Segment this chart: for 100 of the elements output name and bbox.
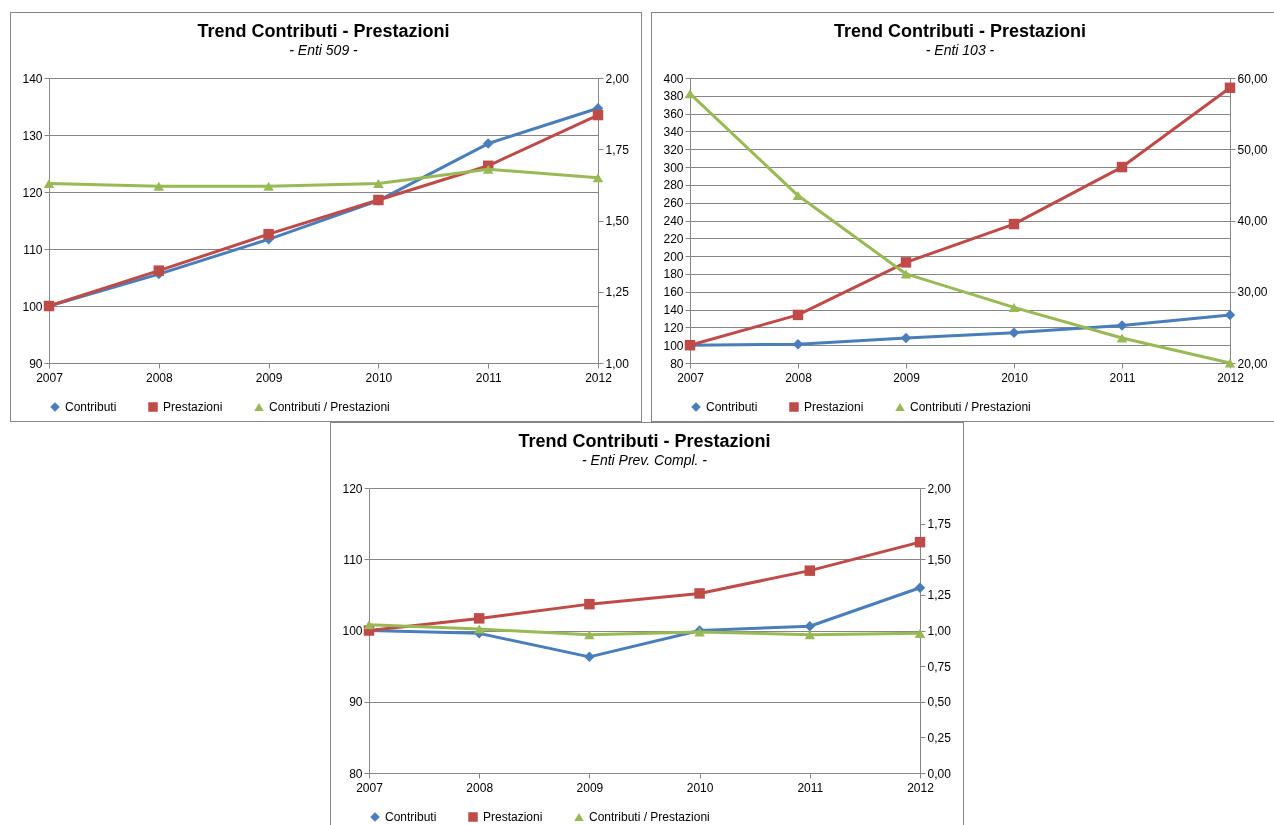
point bbox=[153, 265, 165, 276]
legend-label: Prestazioni bbox=[483, 810, 543, 824]
x-tick-label: 2011 bbox=[797, 780, 824, 795]
x-tick-label: 2010 bbox=[686, 780, 714, 795]
y2-tick-label: 1,50 bbox=[605, 214, 630, 228]
y2-tick-label: 1,75 bbox=[605, 142, 630, 157]
y-tick-label: 220 bbox=[663, 231, 684, 246]
y2-tick-label: 1,50 bbox=[927, 552, 952, 567]
chart-title: Trend Contributi - Prestazioni bbox=[197, 21, 450, 41]
y-tick-label: 300 bbox=[663, 160, 684, 175]
y-tick-label: 80 bbox=[349, 766, 363, 781]
y-tick-label: 260 bbox=[663, 196, 684, 211]
point bbox=[900, 269, 912, 279]
x-tick-label: 2008 bbox=[466, 780, 494, 795]
point bbox=[43, 178, 55, 188]
y-tick-label: 160 bbox=[663, 285, 684, 300]
y-tick-label: 100 bbox=[663, 338, 684, 353]
x-tick-label: 2012 bbox=[907, 780, 935, 795]
point bbox=[792, 309, 804, 321]
point bbox=[1116, 333, 1128, 343]
x-tick-label: 2011 bbox=[475, 370, 502, 385]
legend-label: Contributi / Prestazioni bbox=[589, 810, 710, 824]
point bbox=[1008, 302, 1020, 312]
chart-title: Trend Contributi - Prestazioni bbox=[833, 21, 1087, 41]
y-tick-label: 110 bbox=[343, 552, 363, 567]
point bbox=[1224, 82, 1236, 94]
y2-tick-label: 60,00 bbox=[1237, 71, 1268, 86]
y-tick-label: 240 bbox=[663, 214, 684, 228]
chart-title: Trend Contributi - Prestazioni bbox=[518, 431, 771, 451]
y-tick-label: 130 bbox=[22, 128, 43, 143]
point bbox=[592, 109, 604, 121]
point bbox=[914, 536, 926, 548]
point bbox=[1008, 327, 1020, 338]
y2-tick-label: 1,00 bbox=[927, 624, 952, 638]
y-tick-label: 90 bbox=[349, 695, 363, 710]
point bbox=[1116, 161, 1128, 173]
point bbox=[473, 613, 485, 624]
y2-tick-label: 40,00 bbox=[1237, 214, 1268, 228]
y-tick-label: 80 bbox=[670, 356, 684, 371]
point bbox=[263, 228, 274, 240]
y-tick-label: 180 bbox=[663, 267, 684, 282]
y2-tick-label: 1,25 bbox=[927, 588, 952, 603]
y2-tick-label: 1,75 bbox=[927, 517, 952, 532]
y2-tick-label: 1,00 bbox=[605, 356, 630, 371]
y-tick-label: 360 bbox=[663, 107, 684, 122]
point bbox=[584, 630, 595, 640]
chart-subtitle: - Enti Prev. Compl. - bbox=[582, 452, 708, 468]
x-tick-label: 2012 bbox=[1217, 370, 1245, 385]
y-tick-label: 100 bbox=[342, 624, 363, 638]
y2-tick-label: 50,00 bbox=[1237, 142, 1268, 157]
x-tick-label: 2009 bbox=[576, 780, 604, 795]
legend-label: Contributi bbox=[706, 400, 758, 414]
x-tick-label: 2011 bbox=[1109, 370, 1136, 385]
legend-label: Contributi / Prestazioni bbox=[910, 400, 1031, 414]
point bbox=[694, 588, 705, 599]
chart-subtitle: - Enti 509 - bbox=[289, 42, 359, 58]
y2-tick-label: 2,00 bbox=[605, 71, 630, 86]
point bbox=[482, 164, 494, 174]
y-tick-label: 120 bbox=[22, 185, 43, 200]
x-tick-label: 2008 bbox=[145, 370, 173, 385]
y2-tick-label: 1,25 bbox=[605, 285, 630, 300]
point bbox=[900, 257, 912, 268]
point bbox=[482, 138, 494, 149]
x-tick-label: 2010 bbox=[1001, 370, 1029, 385]
y-tick-label: 120 bbox=[342, 481, 363, 496]
point bbox=[584, 598, 595, 610]
x-tick-label: 2007 bbox=[36, 370, 64, 385]
y-tick-label: 100 bbox=[22, 299, 43, 314]
y2-tick-label: 0,75 bbox=[927, 659, 952, 674]
point bbox=[263, 181, 274, 191]
y2-tick-label: 0,25 bbox=[927, 730, 952, 745]
point bbox=[804, 630, 816, 640]
y2-tick-label: 0,00 bbox=[927, 766, 952, 781]
legend-label: Contributi bbox=[385, 810, 437, 824]
y-tick-label: 340 bbox=[663, 124, 684, 139]
point bbox=[914, 582, 926, 593]
y2-tick-label: 0,50 bbox=[927, 695, 952, 710]
y2-tick-label: 30,00 bbox=[1237, 285, 1268, 300]
y-tick-label: 400 bbox=[663, 71, 684, 86]
point bbox=[914, 628, 926, 638]
y-tick-label: 320 bbox=[663, 142, 684, 157]
point bbox=[584, 651, 595, 663]
legend-label: Prestazioni bbox=[163, 400, 223, 414]
point bbox=[592, 173, 604, 183]
y-tick-label: 90 bbox=[29, 356, 43, 371]
point bbox=[373, 178, 384, 188]
legend-label: Prestazioni bbox=[804, 400, 864, 414]
point bbox=[153, 181, 165, 191]
y-tick-label: 140 bbox=[22, 71, 43, 86]
x-tick-label: 2008 bbox=[785, 370, 813, 385]
chart-subtitle: - Enti 103 - bbox=[925, 42, 995, 58]
point bbox=[363, 620, 375, 630]
point bbox=[804, 565, 816, 576]
legend-label: Contributi bbox=[65, 400, 117, 414]
x-tick-label: 2009 bbox=[255, 370, 283, 385]
y-tick-label: 120 bbox=[663, 320, 684, 335]
y-tick-label: 140 bbox=[663, 303, 684, 318]
point bbox=[1224, 309, 1236, 321]
x-tick-label: 2009 bbox=[893, 370, 921, 385]
x-tick-label: 2007 bbox=[677, 370, 705, 385]
